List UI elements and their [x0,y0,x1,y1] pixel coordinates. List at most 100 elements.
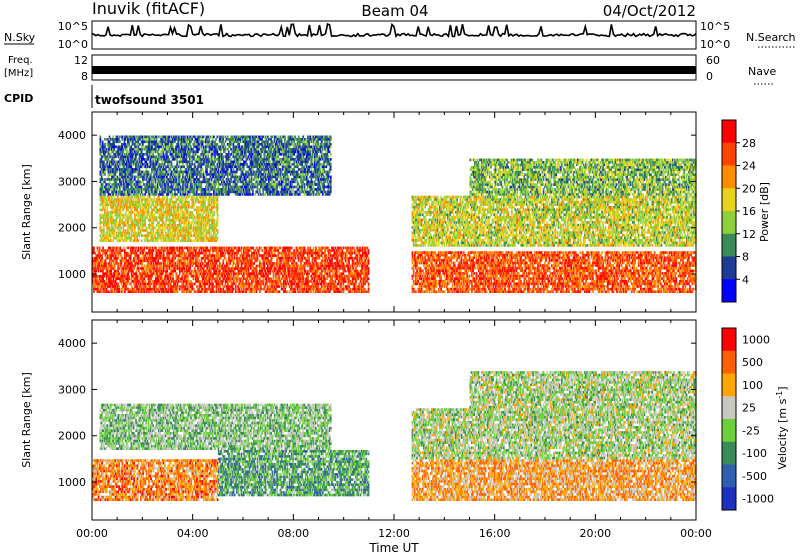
heatmap-cell-0-0 [264,262,266,265]
heatmap-cell-0-0 [108,262,110,265]
heatmap-cell-0-0 [251,283,253,286]
heatmap-cell-0-1 [131,239,133,242]
heatmap-cell-0-2 [101,181,103,184]
heatmap-cell-0-0 [264,288,266,291]
heatmap-cell-0-0 [352,249,354,252]
heatmap-cell-0-0 [306,257,308,260]
heatmap-cell-0-0 [152,247,154,250]
heatmap-cell-0-1 [136,209,138,212]
heatmap-cell-0-0 [172,257,174,260]
heatmap-cell-0-2 [106,163,108,166]
heatmap-cell-0-2 [119,178,121,181]
heatmap-cell-0-0 [368,283,370,286]
heatmap-cell-0-0 [106,288,108,291]
heatmap-cell-0-1 [213,229,215,232]
heatmap-cell-0-0 [145,283,147,286]
heatmap-cell-0-0 [251,290,253,293]
heatmap-cell-0-0 [362,265,364,268]
heatmap-cell-0-1 [137,224,139,227]
heatmap-cell-0-1 [141,239,143,242]
heatmap-cell-0-0 [100,290,102,293]
heatmap-cell-0-1 [217,232,219,235]
nsky-label: N.Sky [4,31,36,44]
heatmap-cell-0-0 [343,290,345,293]
heatmap-cell-0-1 [193,206,195,209]
heatmap-cell-0-0 [280,280,282,283]
heatmap-cell-0-2 [101,158,103,161]
heatmap-cell-0-0 [141,265,143,268]
heatmap-cell-0-0 [297,247,299,250]
heatmap-cell-0-0 [111,283,113,286]
heatmap-cell-0-1 [100,224,102,227]
heatmap-cell-0-0 [251,260,253,263]
heatmap-cell-0-0 [193,278,195,281]
heatmap-cell-0-0 [271,260,273,263]
heatmap-cell-0-0 [108,267,110,270]
heatmap-cell-0-0 [210,262,212,265]
heatmap-cell-0-1 [139,201,141,204]
heatmap-cell-0-0 [330,267,332,270]
heatmap-cell-0-0 [360,280,362,283]
heatmap-cell-0-0 [226,260,228,263]
heatmap-cell-0-0 [253,262,255,265]
heatmap-cell-0-0 [362,260,364,263]
heatmap-cell-0-1 [152,224,154,227]
heatmap-cell-0-2 [108,158,110,161]
heatmap-cell-0-1 [164,227,166,230]
heatmap-cell-0-0 [304,272,306,275]
heatmap-cell-0-2 [118,138,120,141]
heatmap-cell-0-0 [331,262,333,265]
heatmap-cell-0-0 [228,247,230,250]
heatmap-cell-0-1 [209,216,211,219]
heatmap-cell-0-0 [113,249,115,252]
heatmap-cell-0-0 [184,272,186,275]
heatmap-cell-0-1 [124,206,126,209]
heatmap-cell-0-0 [317,283,319,286]
heatmap-cell-0-0 [277,249,279,252]
heatmap-cell-0-0 [205,252,207,255]
heatmap-cell-0-0 [279,278,281,281]
heatmap-cell-0-0 [224,272,226,275]
heatmap-cell-0-0 [260,288,262,291]
heatmap-cell-0-0 [304,267,306,270]
heatmap-cell-0-0 [325,267,327,270]
heatmap-cell-0-0 [124,272,126,275]
heatmap-cell-0-1 [174,203,176,206]
heatmap-cell-0-0 [312,254,314,257]
heatmap-cell-0-0 [248,288,250,291]
heatmap-cell-0-2 [123,151,125,154]
heatmap-cell-0-0 [230,280,232,283]
heatmap-cell-0-0 [128,288,130,291]
heatmap-cell-0-1 [117,216,119,219]
heatmap-cell-0-0 [357,270,359,273]
heatmap-cell-0-0 [189,265,191,268]
heatmap-cell-0-0 [154,288,156,291]
heatmap-cell-0-0 [193,252,195,255]
heatmap-cell-0-0 [341,260,343,263]
heatmap-cell-0-0 [161,262,163,265]
nsky-tick-bottom: 10^0 [58,38,88,51]
heatmap-cell-0-0 [177,247,179,250]
heatmap-cell-0-0 [243,288,245,291]
heatmap-cell-0-1 [152,203,154,206]
heatmap-cell-0-0 [138,267,140,270]
heatmap-cell-0-0 [138,265,140,268]
heatmap-cell-0-1 [212,234,214,237]
heatmap-cell-0-1 [152,221,154,224]
heatmap-cell-0-0 [196,247,198,250]
heatmap-cell-0-0 [335,283,337,286]
heatmap-cell-0-1 [194,196,196,199]
heatmap-cell-0-1 [106,201,108,204]
heatmap-cell-0-0 [260,285,262,288]
heatmap-cell-0-0 [186,283,188,286]
heatmap-cell-0-0 [271,249,273,252]
heatmap-cell-0-0 [320,290,322,293]
heatmap-cell-0-1 [144,221,146,224]
heatmap-cell-0-0 [295,288,297,291]
heatmap-cell-0-1 [149,221,151,224]
heatmap-cell-0-0 [324,252,326,255]
heatmap-cell-0-1 [149,227,151,230]
heatmap-cell-0-0 [121,262,123,265]
heatmap-cell-0-0 [177,290,179,293]
heatmap-cell-0-1 [190,232,192,235]
